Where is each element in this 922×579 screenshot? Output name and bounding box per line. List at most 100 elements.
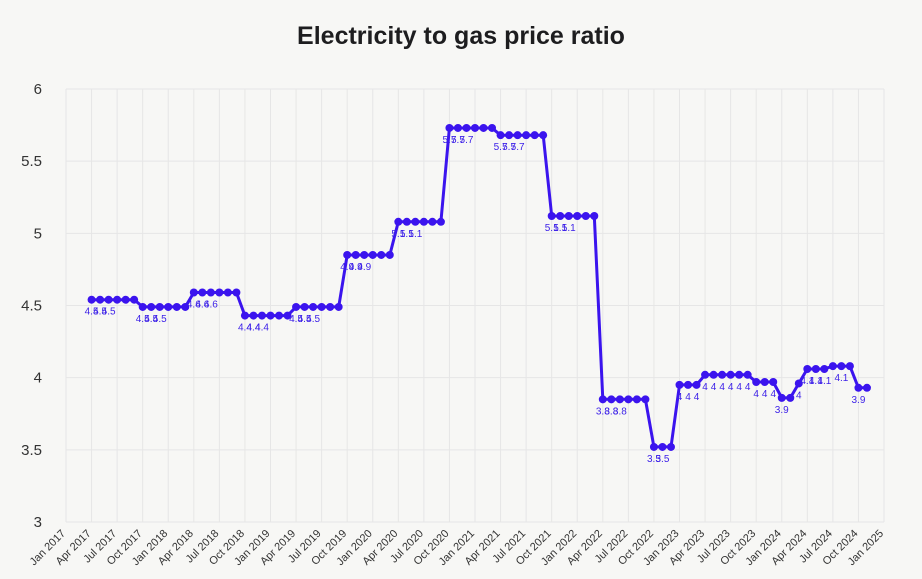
- data-label: 4.5: [102, 307, 116, 318]
- data-point: [786, 393, 795, 402]
- data-point: [206, 288, 215, 297]
- data-label: 5.7: [494, 142, 508, 153]
- data-point: [777, 393, 786, 402]
- y-tick-label: 4.5: [21, 298, 42, 315]
- data-point: [675, 380, 684, 389]
- data-label: 4: [753, 389, 759, 400]
- y-tick-label: 4: [34, 370, 42, 387]
- data-label: 4: [685, 392, 691, 403]
- data-label: 5.7: [451, 135, 465, 146]
- data-label: 4.1: [834, 373, 848, 384]
- data-label: 3.8: [604, 406, 618, 417]
- data-point: [641, 395, 650, 404]
- data-point: [564, 212, 573, 221]
- data-point: [692, 380, 701, 389]
- data-label: 4.5: [306, 314, 320, 325]
- data-point: [232, 288, 241, 297]
- data-point: [479, 123, 488, 132]
- data-point: [104, 295, 113, 304]
- data-label: 4.4: [247, 323, 261, 334]
- y-tick-label: 6: [34, 81, 42, 98]
- data-point: [632, 395, 641, 404]
- data-label: 4.5: [298, 314, 312, 325]
- data-label: 5.7: [460, 135, 474, 146]
- data-label: 5.7: [502, 142, 516, 153]
- data-point: [317, 302, 326, 311]
- data-point: [249, 311, 258, 320]
- data-label: 4.6: [187, 300, 201, 311]
- data-point: [436, 217, 445, 226]
- chart-title: Electricity to gas price ratio: [297, 22, 625, 50]
- data-point: [658, 442, 667, 451]
- data-point: [811, 365, 820, 374]
- series-line: [91, 126, 867, 449]
- data-label: 4.5: [136, 314, 150, 325]
- data-label: 5.1: [400, 229, 414, 240]
- data-point: [726, 370, 735, 379]
- data-point: [326, 302, 335, 311]
- data-point: [113, 295, 122, 304]
- data-point: [121, 295, 130, 304]
- data-point: [445, 123, 454, 132]
- data-point: [598, 395, 607, 404]
- data-label: 4.9: [340, 262, 354, 273]
- data-label: 4.6: [195, 300, 209, 311]
- data-label: 4: [719, 382, 725, 393]
- data-label: 4.5: [289, 314, 303, 325]
- data-label: 5.7: [442, 135, 456, 146]
- data-point: [573, 212, 582, 221]
- data-point: [164, 302, 173, 311]
- data-point: [828, 362, 837, 371]
- y-tick-label: 5.5: [21, 153, 42, 170]
- data-label: 4.5: [153, 314, 167, 325]
- data-label: 5.1: [408, 229, 422, 240]
- data-label: 3.5: [656, 454, 670, 465]
- data-point: [130, 295, 139, 304]
- data-point: [428, 217, 437, 226]
- data-point: [530, 131, 539, 140]
- data-point: [198, 288, 207, 297]
- data-point: [607, 395, 616, 404]
- data-label: 4.1: [817, 376, 831, 387]
- data-label: 5.1: [545, 223, 559, 234]
- data-label: 4.6: [204, 300, 218, 311]
- data-point: [709, 370, 718, 379]
- data-point: [138, 302, 147, 311]
- data-label: 4: [762, 389, 768, 400]
- data-point: [96, 295, 105, 304]
- data-point: [377, 250, 386, 259]
- data-point: [343, 250, 352, 259]
- data-label: 4: [728, 382, 734, 393]
- data-point: [488, 123, 497, 132]
- data-point: [794, 379, 803, 388]
- data-label: 4.4: [238, 323, 252, 334]
- data-point: [87, 295, 96, 304]
- data-point: [309, 302, 318, 311]
- data-point: [837, 362, 846, 371]
- data-point: [803, 365, 812, 374]
- data-label: 4: [770, 389, 776, 400]
- data-point: [275, 311, 284, 320]
- data-label: 4.5: [93, 307, 107, 318]
- data-point: [505, 131, 514, 140]
- data-point: [385, 250, 394, 259]
- data-point: [684, 380, 693, 389]
- data-point: [257, 311, 266, 320]
- data-point: [240, 311, 249, 320]
- data-point: [368, 250, 377, 259]
- data-label: 5.1: [553, 223, 567, 234]
- data-point: [411, 217, 420, 226]
- data-point: [453, 123, 462, 132]
- data-point: [181, 302, 190, 311]
- data-point: [471, 123, 479, 132]
- data-point: [649, 442, 658, 451]
- data-point: [360, 250, 369, 259]
- data-point: [539, 131, 548, 140]
- data-label: 4.5: [85, 307, 99, 318]
- y-tick-label: 3: [34, 514, 42, 531]
- data-label: 3.5: [647, 454, 661, 465]
- data-point: [854, 383, 863, 392]
- data-point: [701, 370, 710, 379]
